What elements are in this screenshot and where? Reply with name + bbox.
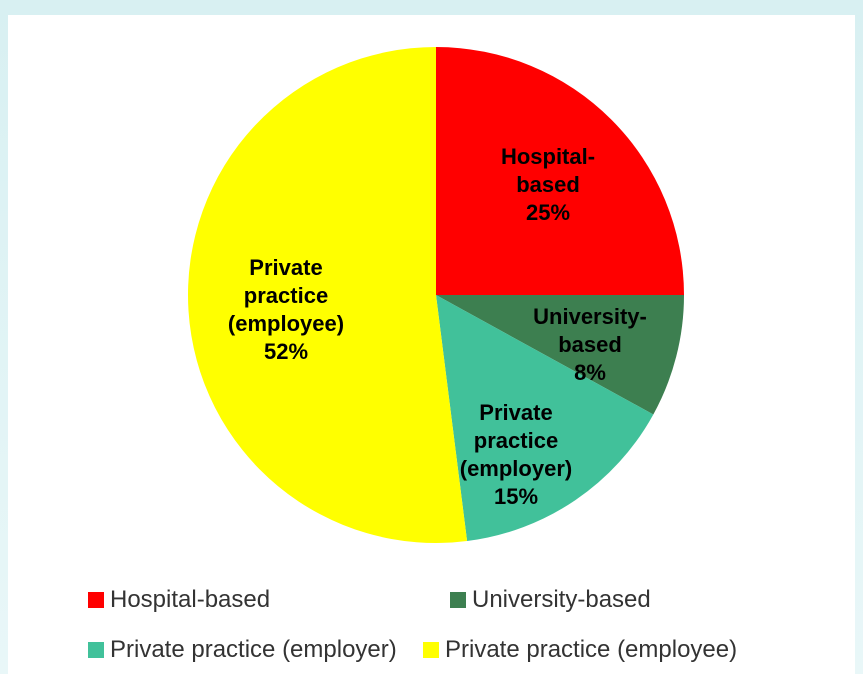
- slice-value: 52%: [263, 339, 309, 364]
- legend-swatch: [450, 592, 466, 608]
- slice-value: 25%: [525, 200, 571, 225]
- legend-item: University-based: [450, 584, 651, 616]
- pie-slice: [187, 47, 468, 543]
- legend-label: Private practice (employee): [445, 636, 738, 663]
- slice-category: Hospital-based: [500, 144, 596, 197]
- legend-label: University-based: [472, 586, 651, 613]
- legend-item: Private practice (employer): [88, 634, 397, 666]
- pie-slice: [436, 47, 684, 295]
- legend-label: Private practice (employer): [110, 636, 397, 663]
- slice-category: Private practice (employee): [227, 255, 345, 336]
- slice-label: Private practice (employer) 15%: [436, 399, 596, 511]
- slice-label: Hospital-based 25%: [483, 143, 613, 227]
- legend-swatch: [88, 642, 104, 658]
- legend-label: Hospital-based: [110, 586, 271, 613]
- pie-slice: [436, 295, 654, 542]
- slice-category: University-based: [533, 304, 647, 357]
- legend-item: Hospital-based: [88, 584, 270, 616]
- slice-category: Private practice (employer): [459, 400, 573, 481]
- legend-swatch: [423, 642, 439, 658]
- legend-item: Private practice (employee): [423, 634, 737, 666]
- slice-label: Private practice (employee) 52%: [206, 254, 366, 366]
- slice-value: 8%: [574, 360, 606, 385]
- slice-value: 15%: [493, 484, 539, 509]
- slice-label: University-based 8%: [525, 303, 655, 387]
- legend-swatch: [88, 592, 104, 608]
- pie-slice: [436, 295, 684, 415]
